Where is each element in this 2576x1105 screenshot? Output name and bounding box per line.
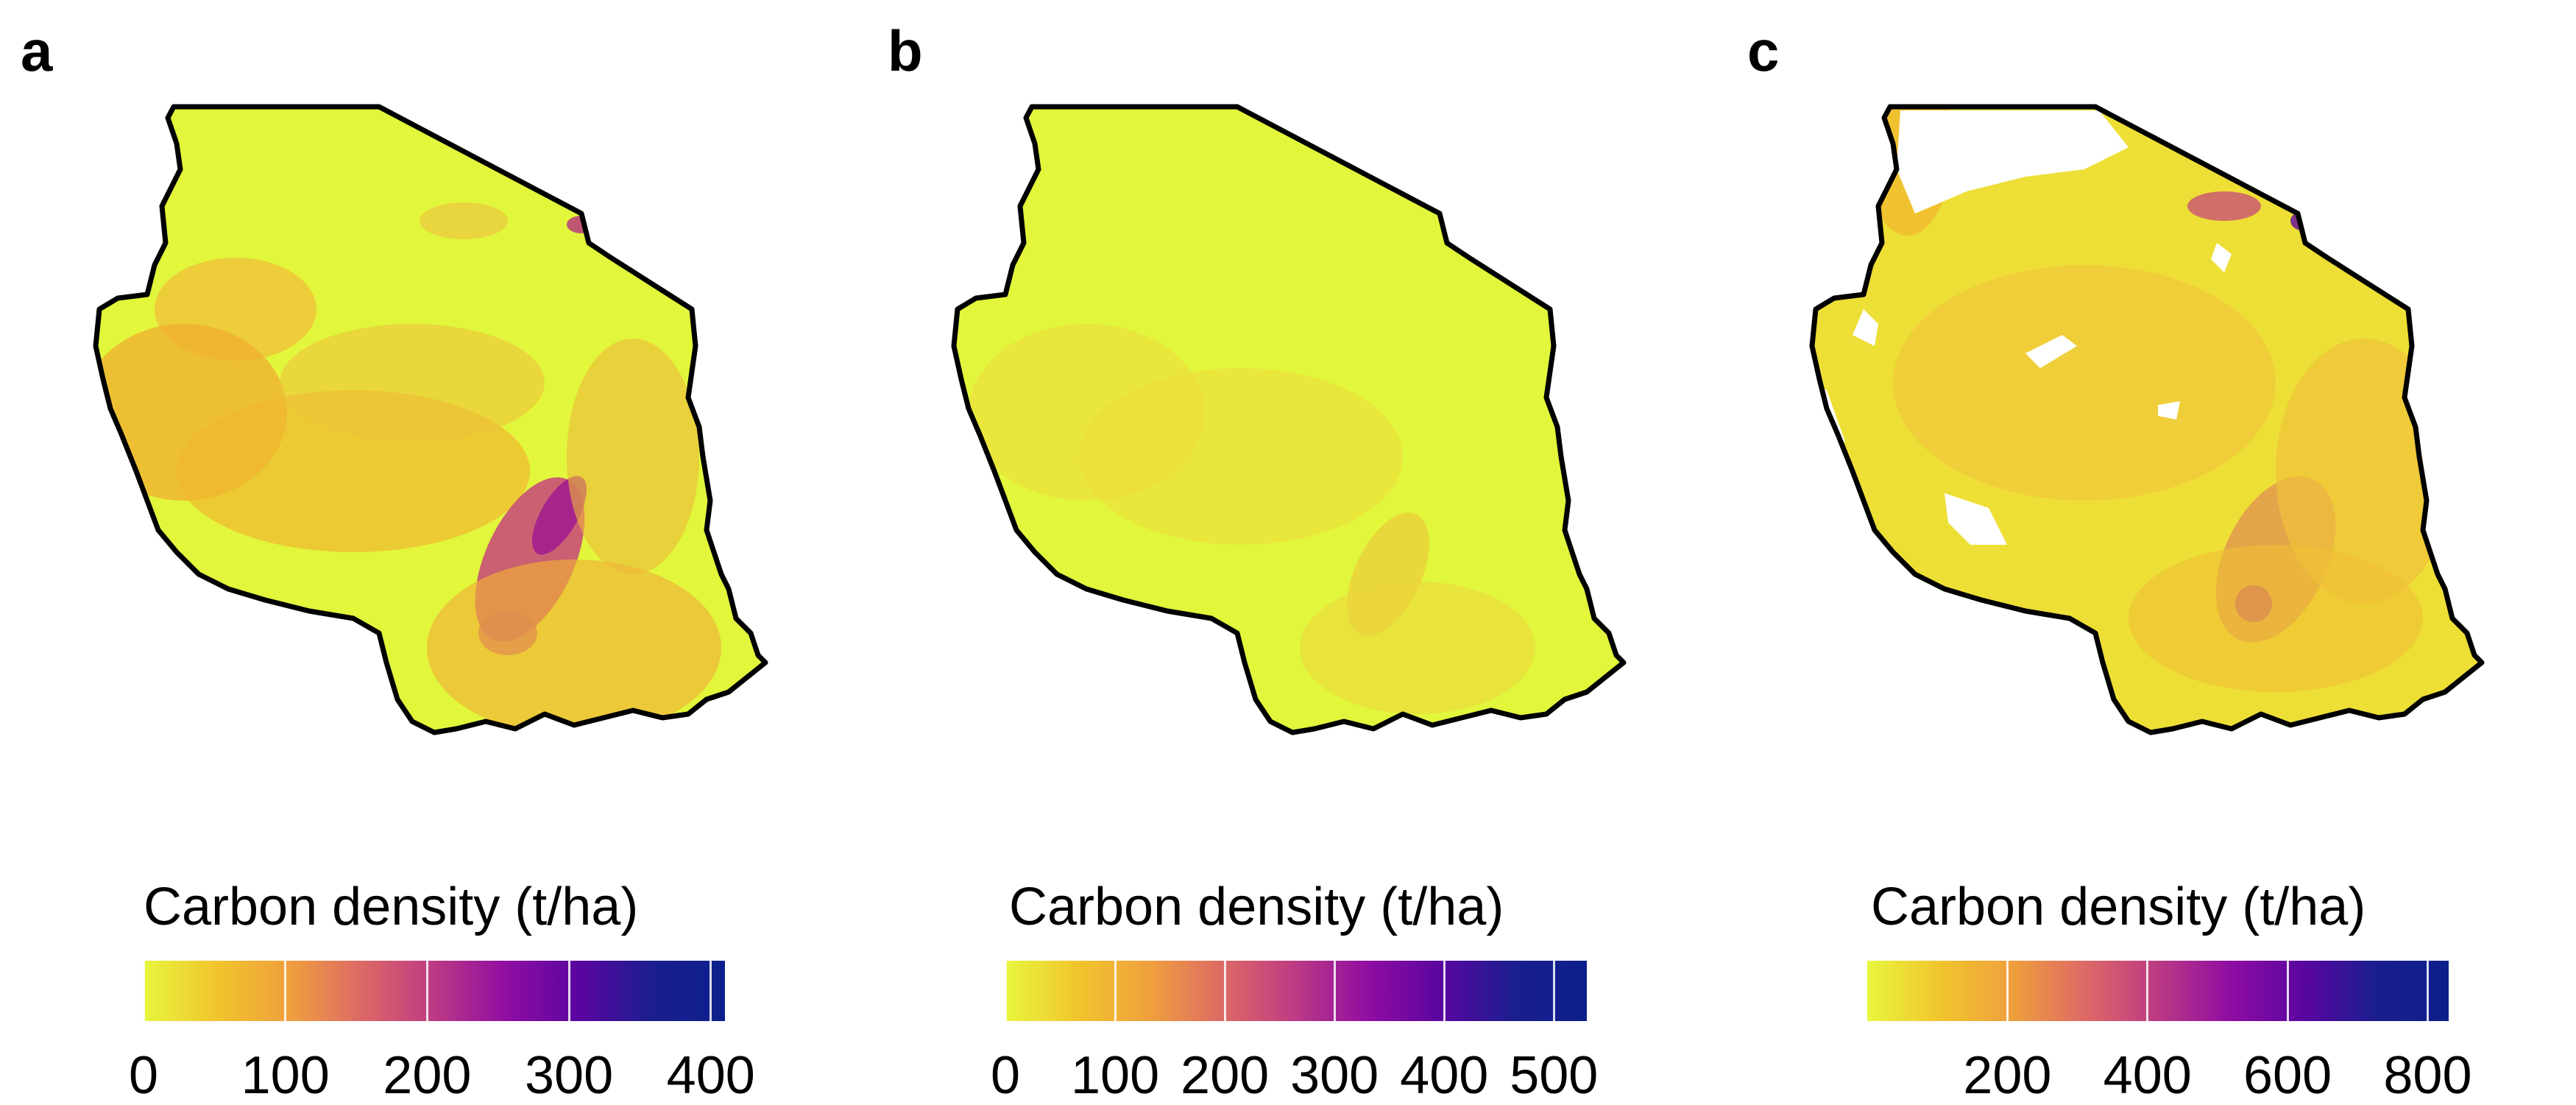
colorbar-tick bbox=[425, 961, 428, 1021]
colorbar-tick-label: 200 bbox=[1181, 1046, 1270, 1105]
colorbar-title: Carbon density (t/ha) bbox=[1009, 878, 1504, 936]
colorbar-tick-label: 200 bbox=[383, 1046, 472, 1105]
colorbar-tick bbox=[1333, 961, 1336, 1021]
colorbar-title: Carbon density (t/ha) bbox=[1871, 878, 2366, 936]
carbon-density-map bbox=[93, 104, 768, 735]
colorbar-tick bbox=[1443, 961, 1446, 1021]
colorbar-tick-label: 400 bbox=[1400, 1046, 1489, 1105]
country-border bbox=[1809, 104, 2485, 735]
colorbar-tick bbox=[1552, 961, 1555, 1021]
colorbar-tick bbox=[1223, 961, 1226, 1021]
colorbar-tick-label: 100 bbox=[241, 1046, 330, 1105]
colorbar-tick-label: 0 bbox=[128, 1046, 159, 1105]
colorbar-tick-label: 0 bbox=[990, 1046, 1021, 1105]
colorbar bbox=[1867, 961, 2449, 1021]
carbon-density-map bbox=[951, 104, 1627, 735]
colorbar-tick-label: 300 bbox=[1290, 1046, 1379, 1105]
colorbar-tick-label: 100 bbox=[1070, 1046, 1160, 1105]
colorbar-tick bbox=[1114, 961, 1117, 1021]
carbon-density-map bbox=[1805, 104, 2485, 735]
colorbar bbox=[142, 961, 725, 1021]
panel-label: a bbox=[21, 18, 53, 83]
colorbar-tick-label: 200 bbox=[1963, 1046, 2052, 1105]
colorbar-tick bbox=[2286, 961, 2289, 1021]
country-border bbox=[93, 104, 768, 735]
colorbar-tick-label: 500 bbox=[1510, 1046, 1599, 1105]
density-patches bbox=[969, 324, 1535, 714]
colorbar bbox=[1004, 961, 1587, 1021]
colorbar-tick-label: 800 bbox=[2383, 1046, 2472, 1105]
colorbar-tick bbox=[1004, 961, 1007, 1021]
panel-b: b Carbon density (t/ha) 0 100 200 300 400 500 bbox=[858, 0, 1716, 1104]
panel-label: c bbox=[1747, 18, 1780, 83]
colorbar-tick-label: 600 bbox=[2243, 1046, 2332, 1105]
panel-a: a Carbon density (t/ha) 0 100 200 300 400 bbox=[0, 0, 858, 1104]
colorbar-tick bbox=[284, 961, 287, 1021]
colorbar-tick bbox=[142, 961, 145, 1021]
colorbar-tick bbox=[2006, 961, 2009, 1021]
colorbar-tick-label: 400 bbox=[2103, 1046, 2192, 1105]
panel-label: b bbox=[888, 18, 923, 83]
colorbar-tick bbox=[710, 961, 712, 1021]
panel-c: c Carbon density (t/ha) 200 400 600 80 bbox=[1716, 0, 2575, 1104]
country-border bbox=[951, 104, 1627, 735]
colorbar-tick bbox=[567, 961, 570, 1021]
colorbar-title: Carbon density (t/ha) bbox=[144, 878, 639, 936]
density-patches bbox=[1864, 107, 2452, 692]
colorbar-tick-label: 300 bbox=[524, 1046, 614, 1105]
colorbar-tick-label: 400 bbox=[666, 1046, 755, 1105]
density-patches bbox=[96, 202, 721, 732]
colorbar-tick bbox=[2146, 961, 2149, 1021]
colorbar-tick bbox=[2426, 961, 2429, 1021]
